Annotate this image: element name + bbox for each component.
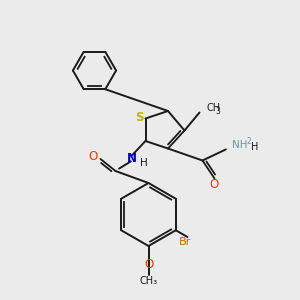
Text: H: H <box>251 142 259 152</box>
Text: CH: CH <box>206 103 220 113</box>
Text: NH: NH <box>232 140 248 150</box>
Text: 3: 3 <box>215 106 220 116</box>
Text: CH₃: CH₃ <box>140 276 158 286</box>
Text: N: N <box>127 152 137 166</box>
Text: S: S <box>135 111 143 124</box>
Text: 2: 2 <box>246 137 251 146</box>
Text: H: H <box>140 158 147 168</box>
Text: O: O <box>145 258 154 271</box>
Text: O: O <box>88 149 98 163</box>
Text: O: O <box>210 178 219 191</box>
Text: Br: Br <box>179 237 191 248</box>
